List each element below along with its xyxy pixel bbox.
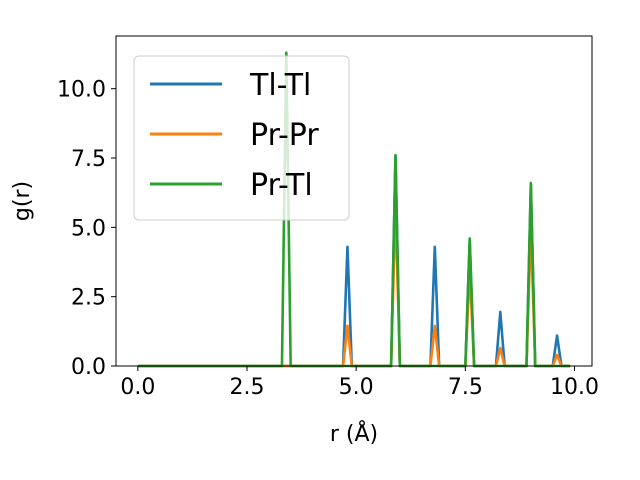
x-axis: 0.0 2.5 5.0 7.5 10.0 xyxy=(120,366,599,400)
x-tick-label: 7.5 xyxy=(448,375,483,400)
y-axis: 0.0 2.5 5.0 7.5 10.0 xyxy=(57,78,116,380)
x-tick-label: 0.0 xyxy=(120,375,155,400)
x-tick-label: 10.0 xyxy=(550,375,599,400)
legend: Tl-Tl Pr-Pr Pr-Tl xyxy=(133,55,350,221)
series-line-pr-pr xyxy=(137,203,571,368)
legend-entry-label: Pr-Pr xyxy=(250,118,319,153)
y-tick-label: 10.0 xyxy=(57,78,106,103)
y-tick-label: 7.5 xyxy=(71,147,106,172)
legend-entry-label: Tl-Tl xyxy=(249,68,311,103)
y-tick-label: 5.0 xyxy=(71,216,106,241)
plot-frame xyxy=(115,35,593,367)
y-tick-label: 0.0 xyxy=(71,355,106,380)
legend-box xyxy=(133,55,350,221)
y-axis-label: g(r) xyxy=(10,181,35,221)
x-axis-label: r (Å) xyxy=(330,420,378,447)
legend-entry-label: Pr-Tl xyxy=(250,168,313,203)
x-tick-label: 2.5 xyxy=(230,375,265,400)
y-tick-label: 2.5 xyxy=(71,286,106,311)
x-tick-label: 5.0 xyxy=(339,375,374,400)
